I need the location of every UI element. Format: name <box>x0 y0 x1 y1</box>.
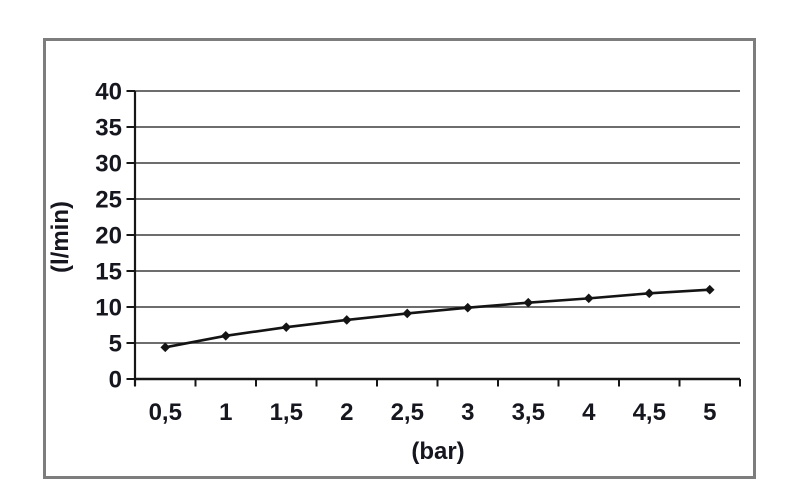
x-tick-label-8: 4,5 <box>633 399 666 426</box>
data-series <box>160 284 715 353</box>
data-point-marker-1 <box>220 331 231 341</box>
tick-marks <box>126 90 741 387</box>
x-tick-label-1: 1 <box>219 399 232 426</box>
x-tick-label-2: 1,5 <box>270 399 303 426</box>
y-tick-label-35: 35 <box>95 115 122 142</box>
data-point-marker-7 <box>583 293 594 304</box>
x-tick-label-3: 2 <box>340 399 353 426</box>
x-tick-label-6: 3,5 <box>512 399 545 426</box>
x-tick-labels: 0,5 1 1,5 2 2,5 3 3,5 4 4,5 5 <box>149 399 717 426</box>
data-point-marker-4 <box>402 308 413 319</box>
data-point-marker-2 <box>281 322 292 332</box>
data-point-marker-0 <box>160 342 171 353</box>
x-tick-label-0: 0,5 <box>149 399 182 426</box>
y-tick-labels: 0 5 10 15 20 25 30 35 40 <box>95 79 122 394</box>
gridlines <box>135 90 740 344</box>
y-tick-label-15: 15 <box>95 259 122 286</box>
y-tick-label-30: 30 <box>95 151 122 178</box>
y-axis-title: (l/min) <box>47 201 74 273</box>
y-tick-label-10: 10 <box>95 295 122 322</box>
x-tick-label-7: 4 <box>582 399 596 426</box>
y-tick-label-40: 40 <box>95 79 122 106</box>
data-point-marker-6 <box>523 297 534 308</box>
data-line <box>163 288 712 349</box>
y-tick-label-0: 0 <box>109 367 122 394</box>
data-point-marker-8 <box>644 288 655 299</box>
y-tick-label-20: 20 <box>95 223 122 250</box>
x-tick-label-5: 3 <box>461 399 474 426</box>
chart-outer-border <box>43 38 756 479</box>
data-point-marker-3 <box>341 315 352 325</box>
y-tick-label-25: 25 <box>95 187 122 214</box>
y-tick-label-5: 5 <box>109 331 122 358</box>
data-point-marker-9 <box>704 284 715 295</box>
x-tick-label-9: 5 <box>703 399 716 426</box>
x-axis-title: (bar) <box>411 438 464 465</box>
x-tick-label-4: 2,5 <box>391 399 424 426</box>
data-point-marker-5 <box>462 302 473 313</box>
